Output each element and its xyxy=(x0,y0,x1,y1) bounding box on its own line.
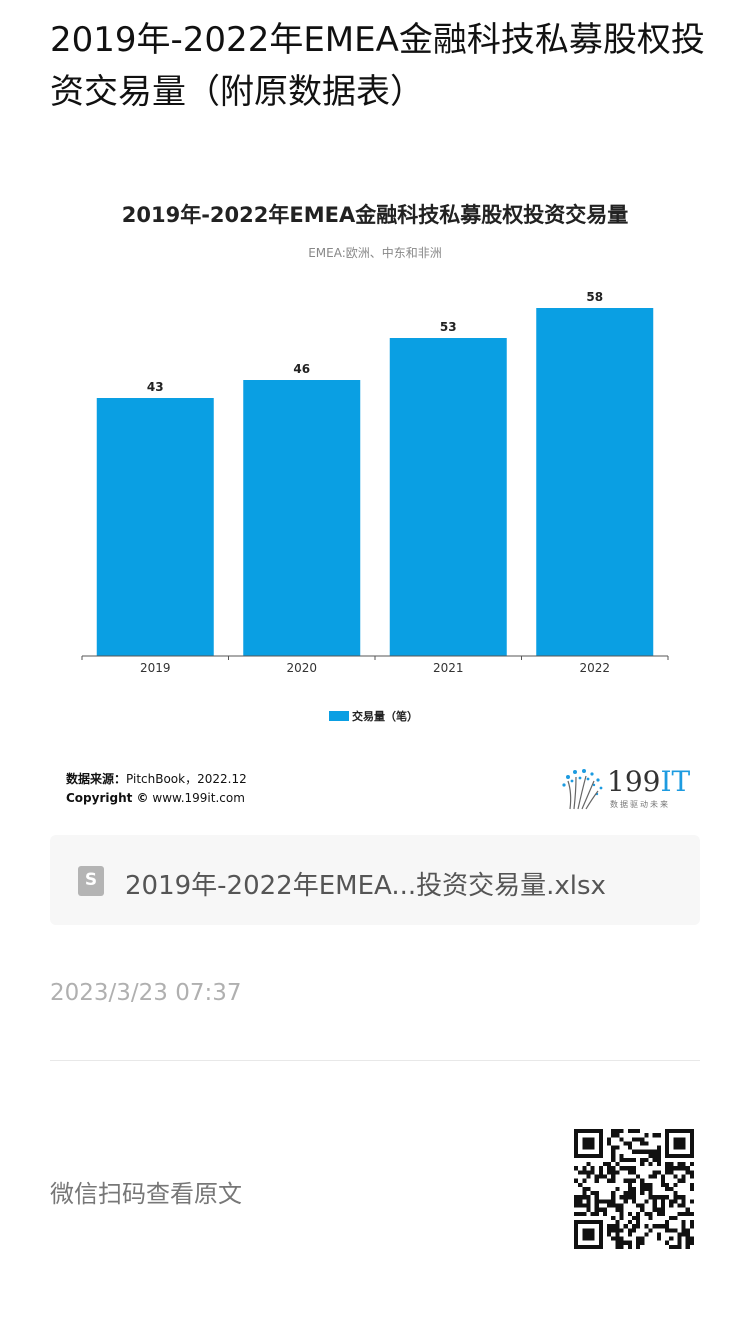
spreadsheet-file-icon xyxy=(78,866,104,896)
logo-tagline: 数据驱动未来 xyxy=(610,800,670,809)
data-label-2022: 58 xyxy=(586,290,603,304)
logo-burst-icon xyxy=(562,769,603,810)
x-tick-label-2022: 2022 xyxy=(579,661,610,675)
copyright-label: Copyright © xyxy=(66,791,149,805)
data-label-2019: 43 xyxy=(147,380,164,394)
bar-chart: 2019年-2022年EMEA金融科技私募股权投资交易量 EMEA:欧洲、中东和… xyxy=(81,203,669,723)
legend-swatch xyxy=(329,711,349,721)
chart-card: 2019年-2022年EMEA金融科技私募股权投资交易量 EMEA:欧洲、中东和… xyxy=(50,180,700,820)
data-label-2020: 46 xyxy=(293,362,310,376)
logo-wordmark: 199IT xyxy=(607,765,691,798)
source-line: 数据来源：PitchBook，2022.12 xyxy=(66,770,247,787)
x-tick-label-2021: 2021 xyxy=(433,661,464,675)
x-tick-label-2019: 2019 xyxy=(140,661,171,675)
199it-logo: 199IT 数据驱动未来 xyxy=(560,765,695,815)
attachment-file-name[interactable]: 2019年-2022年EMEA...投资交易量.xlsx xyxy=(125,871,606,901)
source-value: PitchBook，2022.12 xyxy=(126,772,247,786)
source-label: 数据来源： xyxy=(66,772,127,786)
copyright-line: Copyright © www.199it.com xyxy=(66,791,245,805)
copyright-value: www.199it.com xyxy=(152,791,245,805)
legend: 交易量（笔） xyxy=(329,709,418,723)
qr-code-icon[interactable] xyxy=(574,1129,694,1249)
chart-title: 2019年-2022年EMEA金融科技私募股权投资交易量 xyxy=(122,203,628,227)
bar-2019 xyxy=(96,398,214,656)
data-label-2021: 53 xyxy=(440,320,457,334)
bar-2020 xyxy=(243,380,361,656)
bar-2021 xyxy=(389,338,507,656)
publish-timestamp: 2023/3/23 07:37 xyxy=(50,980,242,1006)
x-tick-label-2020: 2020 xyxy=(286,661,317,675)
attachment-card[interactable]: 2019年-2022年EMEA...投资交易量.xlsx xyxy=(50,835,700,925)
page-title: 2019年-2022年EMEA金融科技私募股权投资交易量（附原数据表） xyxy=(50,20,705,112)
scan-qr-text: 微信扫码查看原文 xyxy=(50,1180,242,1208)
chart-subtitle: EMEA:欧洲、中东和非洲 xyxy=(308,245,442,260)
legend-label: 交易量（笔） xyxy=(352,709,418,723)
bar-2022 xyxy=(536,308,654,656)
divider xyxy=(50,1060,700,1061)
